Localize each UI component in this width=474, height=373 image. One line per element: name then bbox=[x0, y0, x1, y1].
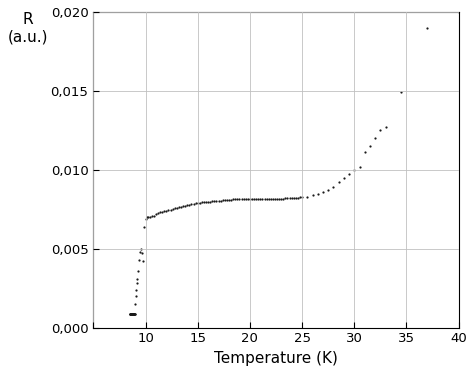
Y-axis label: R
(a.u.): R (a.u.) bbox=[7, 12, 48, 44]
X-axis label: Temperature (K): Temperature (K) bbox=[214, 351, 338, 366]
